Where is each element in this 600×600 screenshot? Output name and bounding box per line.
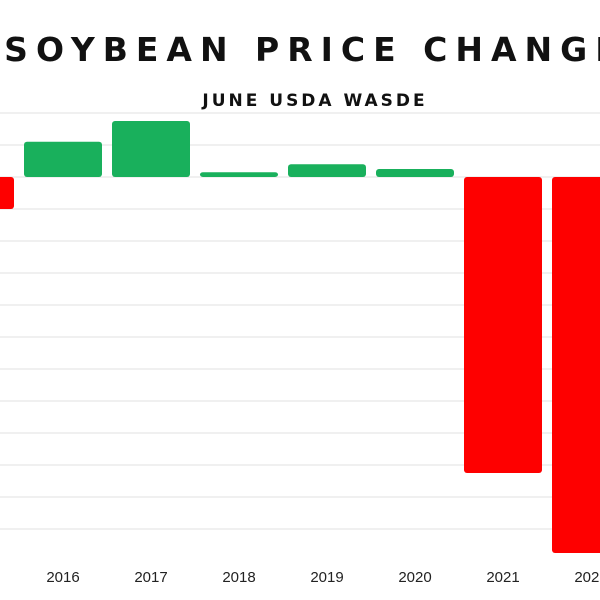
bars	[0, 121, 600, 553]
bar-2019	[288, 164, 366, 177]
chart-title: SOYBEAN PRICE CHANGE	[4, 30, 600, 69]
x-tick-label: 2022	[574, 569, 600, 586]
x-tick-label: 2018	[222, 569, 255, 586]
bar-2021	[464, 177, 542, 473]
x-tick-label: 2020	[398, 569, 431, 586]
bar-2016	[24, 141, 102, 177]
x-tick-label: 2016	[46, 569, 79, 586]
bar-2020	[376, 169, 454, 177]
bar-2022	[552, 177, 600, 553]
bar-2018	[200, 172, 278, 177]
x-tick-label: 2017	[134, 569, 167, 586]
x-tick-label: 2019	[310, 569, 343, 586]
bar-2015	[0, 177, 14, 209]
x-tick-label: 2021	[486, 569, 519, 586]
x-axis-ticks: 2016 2017 2018 2019 2020 2021 2022	[46, 569, 600, 586]
bar-2017	[112, 121, 190, 177]
chart-subtitle: JUNE USDA WASDE	[202, 91, 428, 111]
